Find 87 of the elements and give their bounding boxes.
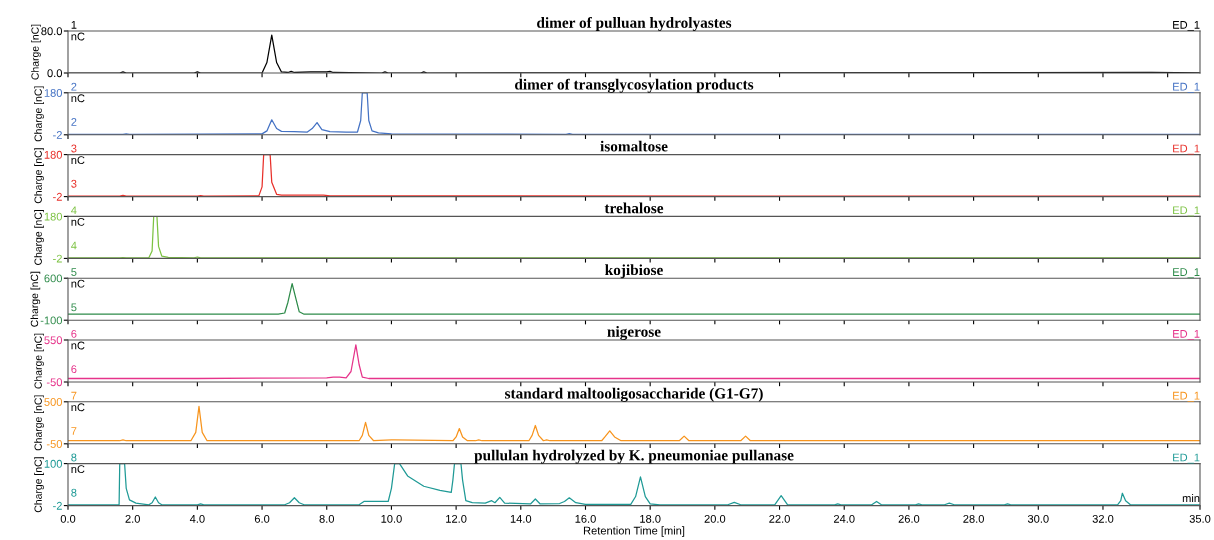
text: 2 xyxy=(71,82,77,91)
chart-title: nigerose xyxy=(607,326,661,340)
y-tick-label: -2 xyxy=(53,501,62,510)
x-tick-label: 35.0 xyxy=(1189,514,1211,523)
y-axis-title: Charge [nC] xyxy=(34,148,44,204)
text: ED_1 xyxy=(1173,82,1200,93)
x-tick-label: 12.0 xyxy=(446,514,467,523)
annotation: nC xyxy=(71,156,85,165)
text: 7 xyxy=(71,391,77,400)
annotation: nC xyxy=(71,94,85,103)
y-tick-label: 0.0 xyxy=(47,69,63,78)
line-series xyxy=(68,216,1200,259)
x-tick-label: 18.0 xyxy=(640,514,661,523)
text: 5 xyxy=(71,268,77,276)
y-tick-label: -50 xyxy=(46,440,63,448)
annotation: 2 xyxy=(71,118,77,126)
annotation: nC xyxy=(71,217,85,226)
x-tick-label: 2.0 xyxy=(125,514,140,523)
text: ED_1 xyxy=(1173,144,1200,155)
annotation: 4 xyxy=(71,241,77,250)
x-tick-label: 0.0 xyxy=(60,514,76,523)
line-series xyxy=(68,154,1200,197)
x-tick-label: 30.0 xyxy=(1027,514,1049,523)
annotation: nC xyxy=(71,465,85,474)
line-series xyxy=(68,463,1200,506)
text: 4 xyxy=(71,206,77,215)
y-axis-title: Charge [nC] xyxy=(34,395,44,451)
annotation: min xyxy=(1182,493,1200,503)
chart-title: trehalose xyxy=(604,202,664,214)
text: 8 xyxy=(71,453,77,462)
annotation: nC xyxy=(71,32,85,41)
x-tick-label: 22.0 xyxy=(769,514,790,523)
annotation: 7 xyxy=(71,427,77,435)
x-tick-label: 28.0 xyxy=(963,514,984,523)
chart-title: standard maltooligosaccharide (G1-G7) xyxy=(505,387,763,402)
text: 3 xyxy=(71,144,77,153)
y-tick-label: -2 xyxy=(53,192,62,201)
line-series xyxy=(68,405,1200,442)
y-axis-title: Charge [nC] xyxy=(30,271,41,327)
annotation: nC xyxy=(71,279,85,288)
text: ED_1 xyxy=(1173,391,1200,402)
x-tick-label: 6.0 xyxy=(254,514,270,523)
y-tick-label: -100 xyxy=(40,316,63,325)
text: 1 xyxy=(71,21,77,29)
y-axis-title: Charge [nC] xyxy=(34,457,44,513)
text: ED_1 xyxy=(1173,21,1200,31)
annotation: nC xyxy=(71,341,85,350)
x-axis-title: Retention Time [min] xyxy=(583,526,685,537)
y-tick-label: 180 xyxy=(44,89,63,97)
x-tick-label: 8.0 xyxy=(319,514,335,523)
text: ED_1 xyxy=(1173,330,1200,340)
y-tick-label: 100 xyxy=(44,459,63,468)
x-tick-label: 16.0 xyxy=(575,514,596,523)
chart-title: dimer of pulluan hydrolyastes xyxy=(537,16,732,31)
y-tick-label: 180 xyxy=(44,150,63,159)
x-tick-label: 24.0 xyxy=(833,514,855,523)
y-tick-label: -2 xyxy=(53,254,62,263)
y-tick-label: 500 xyxy=(44,398,63,406)
y-tick-label: 550 xyxy=(44,336,63,345)
annotation: 8 xyxy=(71,488,77,497)
y-axis-title: Charge [nC] xyxy=(34,210,44,265)
text: 6 xyxy=(71,329,77,338)
y-axis-title: Charge [nC] xyxy=(34,333,44,389)
chart-title: isomaltose xyxy=(600,140,668,152)
y-tick-label: -50 xyxy=(46,378,63,387)
x-tick-label: 14.0 xyxy=(510,514,532,523)
text: ED_1 xyxy=(1173,268,1200,279)
y-tick-label: 80.0 xyxy=(41,27,63,36)
annotation: 5 xyxy=(71,303,77,312)
y-tick-label: -2 xyxy=(53,131,62,139)
chart-title: pullulan hydrolyzed by K. pneumoniae pullanase xyxy=(474,449,794,464)
x-tick-label: 26.0 xyxy=(898,514,920,523)
x-tick-label: 4.0 xyxy=(189,514,205,523)
y-axis-title: Charge [nC] xyxy=(34,86,44,142)
y-tick-label: 180 xyxy=(44,212,63,221)
chart-title: dimer of transglycosylation products xyxy=(515,78,754,93)
y-tick-label: 600 xyxy=(44,274,63,283)
x-tick-label: 20.0 xyxy=(704,514,726,523)
annotation: nC xyxy=(71,403,85,412)
chart-title: kojibiose xyxy=(605,264,663,279)
text: ED_1 xyxy=(1173,206,1200,217)
x-tick-label: 32.0 xyxy=(1092,514,1114,523)
y-axis-title: Charge [nC] xyxy=(31,24,41,80)
x-tick-label: 10.0 xyxy=(381,514,402,523)
annotation: 6 xyxy=(71,365,77,374)
annotation: 3 xyxy=(71,179,77,188)
text: ED_1 xyxy=(1173,453,1200,464)
